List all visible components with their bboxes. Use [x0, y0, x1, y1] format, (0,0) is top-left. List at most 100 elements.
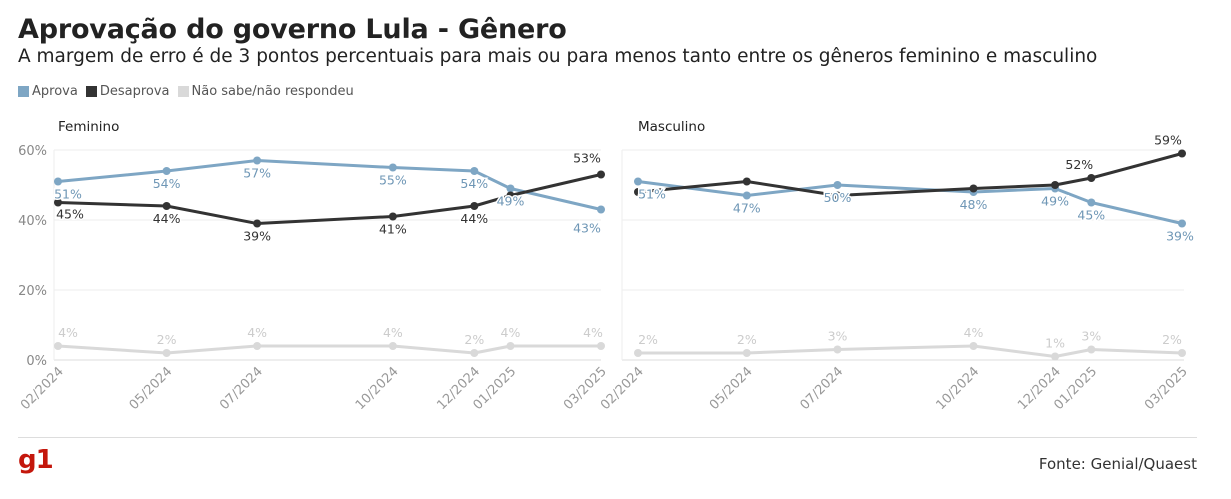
y-tick-label: 40%: [18, 214, 47, 229]
data-label: 48%: [960, 197, 988, 212]
x-tick-label: 05/2024: [707, 364, 756, 413]
data-label: 45%: [56, 207, 84, 222]
legend: Aprova Desaprova Não sabe/não respondeu: [18, 84, 362, 99]
data-label: 45%: [1077, 208, 1105, 223]
data-label: 39%: [243, 229, 271, 244]
data-label: 39%: [1166, 229, 1194, 244]
y-tick-label: 20%: [18, 284, 47, 299]
panel-title-masculino: Masculino: [638, 119, 705, 135]
data-label: 49%: [497, 194, 525, 209]
data-label: 51%: [54, 187, 82, 202]
data-label: 57%: [243, 166, 271, 181]
data-point: [833, 345, 842, 354]
data-label: 2%: [464, 332, 484, 347]
data-point: [1178, 219, 1186, 228]
data-point: [253, 342, 262, 350]
data-label: 2%: [737, 332, 757, 347]
data-label: 2%: [638, 332, 658, 347]
legend-item-aprova: Aprova: [18, 84, 78, 99]
y-tick-label: 60%: [18, 144, 47, 159]
data-label: 47%: [733, 201, 761, 216]
data-point: [506, 342, 515, 350]
data-label: 2%: [1162, 332, 1182, 347]
data-label: 49%: [1041, 194, 1069, 209]
footer-divider: [18, 437, 1197, 438]
data-point: [1087, 174, 1096, 182]
data-label: 53%: [573, 151, 601, 166]
data-label: 50%: [824, 190, 852, 205]
data-point: [470, 202, 479, 210]
data-point: [54, 342, 62, 350]
legend-item-desaprova: Desaprova: [85, 84, 170, 99]
data-label: 54%: [460, 176, 488, 191]
legend-label-desaprova: Desaprova: [99, 84, 170, 99]
legend-swatch-nao-sabe: [177, 86, 189, 97]
data-point: [742, 191, 751, 200]
data-point: [969, 342, 978, 350]
data-point: [388, 212, 397, 221]
data-point: [54, 198, 62, 207]
data-point: [253, 219, 262, 228]
data-point: [162, 202, 171, 210]
panel-title-feminino: Feminino: [58, 119, 119, 135]
data-label: 4%: [383, 325, 403, 340]
source-note: Fonte: Genial/Quaest: [1038, 455, 1197, 473]
data-label: 44%: [460, 211, 488, 226]
data-point: [833, 191, 842, 200]
legend-swatch-aprova: [18, 86, 29, 97]
data-label: 4%: [247, 325, 267, 340]
data-point: [162, 349, 171, 357]
g1-logo: g1: [18, 445, 54, 475]
data-label: 44%: [153, 211, 181, 226]
x-tick-label: 07/2024: [217, 364, 266, 413]
data-label: 54%: [153, 176, 181, 191]
data-label: 59%: [1154, 133, 1182, 148]
x-tick-label: 02/2024: [18, 364, 67, 413]
data-point: [634, 349, 642, 357]
data-point: [969, 184, 978, 193]
data-point: [742, 177, 751, 186]
data-point: [388, 163, 397, 172]
chart-title: Aprovação do governo Lula - Gênero: [18, 14, 567, 45]
chart-subtitle: A margem de erro é de 3 pontos percentua…: [18, 46, 1098, 67]
x-tick-label: 10/2024: [353, 364, 402, 413]
data-point: [597, 170, 605, 179]
data-point: [54, 177, 62, 186]
data-label: 43%: [573, 221, 601, 236]
data-point: [634, 188, 642, 196]
data-point: [1178, 149, 1186, 158]
data-label: 4%: [583, 325, 603, 340]
data-label: 41%: [379, 222, 407, 237]
data-point: [1087, 345, 1096, 354]
data-point: [833, 181, 842, 189]
data-label: 4%: [964, 325, 984, 340]
data-point: [1051, 352, 1060, 361]
data-label: 4%: [58, 325, 78, 340]
data-point: [1087, 198, 1096, 207]
data-point: [470, 167, 479, 175]
data-label: 55%: [379, 173, 407, 188]
data-point: [506, 184, 515, 193]
x-tick-label: 07/2024: [798, 364, 847, 413]
data-label: 1%: [1045, 336, 1065, 351]
data-point: [634, 177, 642, 186]
legend-label-aprova: Aprova: [32, 84, 78, 99]
legend-swatch-desaprova: [85, 86, 97, 97]
data-point: [1178, 349, 1186, 357]
data-label: 52%: [1065, 157, 1093, 172]
data-point: [597, 342, 605, 350]
x-tick-label: 03/2025: [1142, 364, 1191, 413]
data-point: [253, 156, 262, 165]
series-line-n-o-sabe-n-o-respondeu: [636, 344, 1184, 358]
data-point: [470, 349, 479, 357]
data-label: 2%: [157, 332, 177, 347]
y-tick-label: 0%: [26, 354, 47, 369]
series-line-n-o-sabe-n-o-respondeu: [56, 344, 603, 355]
data-label: 3%: [828, 329, 848, 344]
legend-item-nao-sabe: Não sabe/não respondeu: [177, 84, 354, 99]
data-point: [388, 342, 397, 350]
data-point: [162, 167, 171, 175]
data-point: [506, 191, 515, 200]
x-tick-label: 10/2024: [934, 364, 983, 413]
